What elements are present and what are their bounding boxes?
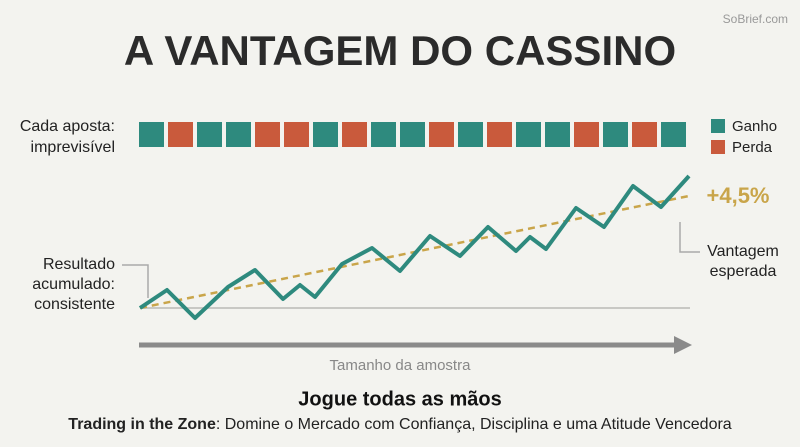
footer: Trading in the Zone: Domine o Mercado co… (68, 416, 731, 433)
bet-square (458, 122, 483, 147)
axis-arrowhead (674, 336, 692, 354)
cumulative-line (138, 174, 691, 320)
bet-square (255, 122, 280, 147)
subtitle: Jogue todas as mãos (298, 388, 501, 410)
bets-label: imprevisível (31, 139, 115, 156)
bet-square (371, 122, 396, 147)
title: A VANTAGEM DO CASSINO (124, 27, 676, 74)
bet-square (342, 122, 367, 147)
result-label: consistente (34, 296, 115, 313)
result-label: Resultado (43, 256, 115, 273)
bet-square (197, 122, 222, 147)
bet-square (313, 122, 338, 147)
bet-square (226, 122, 251, 147)
bet-square (168, 122, 193, 147)
bet-square (545, 122, 570, 147)
footer-book: Trading in the Zone (68, 416, 216, 433)
legend-swatch (711, 140, 725, 154)
result-label: acumulado: (32, 276, 115, 293)
bet-square (603, 122, 628, 147)
expected-label: esperada (710, 263, 777, 280)
bet-square (487, 122, 512, 147)
bet-square (632, 122, 657, 147)
legend-label: Ganho (732, 118, 777, 135)
bet-square (429, 122, 454, 147)
bet-square (400, 122, 425, 147)
bet-square (139, 122, 164, 147)
callout-line (122, 264, 149, 298)
bet-square (516, 122, 541, 147)
expected-label: Vantagem (707, 243, 779, 260)
footer-rest: : Domine o Mercado com Confiança, Discip… (216, 416, 732, 433)
bet-squares (139, 122, 686, 147)
bet-square (284, 122, 309, 147)
watermark: SoBrief.com (723, 12, 788, 26)
edge-label: +4,5% (707, 183, 770, 208)
x-label: Tamanho da amostra (330, 357, 472, 374)
bet-square (661, 122, 686, 147)
legend-swatch (711, 119, 725, 133)
legend-label: Perda (732, 139, 773, 156)
bet-square (574, 122, 599, 147)
bets-label: Cada aposta: (20, 118, 115, 135)
callout-line (679, 222, 700, 253)
